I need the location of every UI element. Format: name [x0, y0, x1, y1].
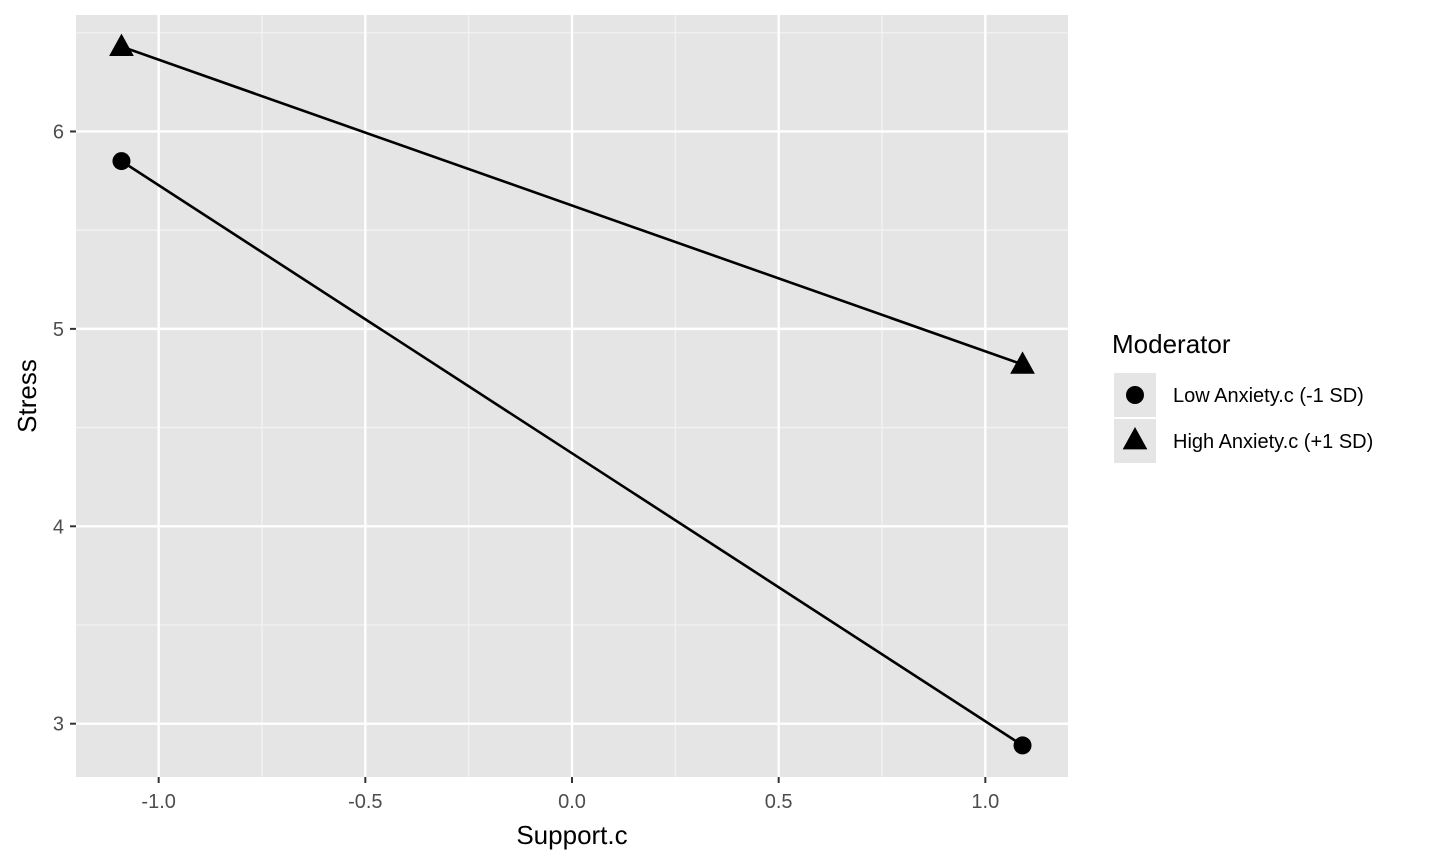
legend-label: Low Anxiety.c (-1 SD): [1173, 385, 1364, 407]
data-point-circle: [112, 152, 131, 171]
x-axis: -1.0 -0.5 0.0 0.5 1.0: [141, 777, 999, 813]
legend-marker-triangle: [1122, 427, 1148, 450]
x-tick-label: 1.0: [971, 791, 999, 813]
data-point-triangle: [1010, 351, 1035, 374]
x-tick-label: -1.0: [141, 791, 175, 813]
x-tick-label: 0.5: [765, 791, 793, 813]
legend-title: Moderator: [1112, 329, 1231, 359]
y-axis: 3 4 5 6: [53, 121, 76, 736]
x-axis-title: Support.c: [516, 820, 627, 850]
data-point-circle: [1013, 736, 1032, 755]
x-tick-label: -0.5: [348, 791, 382, 813]
series-points: [109, 33, 1035, 755]
grid-major: [76, 15, 1068, 777]
data-point-triangle: [109, 33, 134, 56]
legend-marker-circle: [1126, 386, 1144, 404]
y-tick-label: 5: [53, 319, 64, 341]
series-line-low: [120, 159, 1024, 747]
x-tick-label: 0.0: [558, 791, 586, 813]
y-axis-title: Stress: [12, 359, 42, 433]
y-tick-label: 3: [53, 714, 64, 736]
legend: Moderator Low Anxiety.c (-1 SD) High Anxi…: [1112, 329, 1373, 463]
legend-label: High Anxiety.c (+1 SD): [1173, 431, 1373, 453]
series-line-high: [121, 45, 1023, 366]
y-tick-label: 4: [53, 516, 64, 538]
y-tick-label: 6: [53, 121, 64, 143]
series-lines: [120, 45, 1024, 747]
